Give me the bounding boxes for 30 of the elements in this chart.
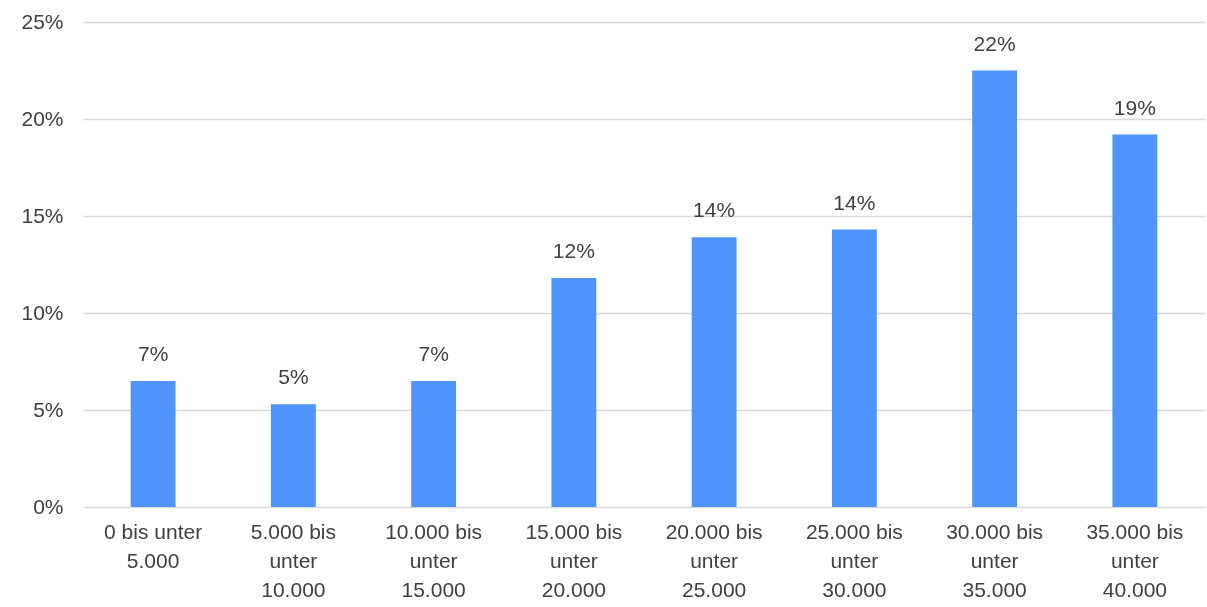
x-tick-label: 0 bis unter 5.000 xyxy=(104,519,203,572)
bar xyxy=(1112,134,1158,507)
data-label: 14% xyxy=(693,198,736,222)
data-label: 5% xyxy=(278,365,309,389)
x-tick-label: 25.000 bis unter 30.000 xyxy=(805,519,903,601)
x-tick-label: 15.000 bis unter 20.000 xyxy=(525,519,623,601)
x-tick-label: 5.000 bis unter 10.000 xyxy=(250,519,336,601)
y-tick-label: 15% xyxy=(21,203,64,227)
bar xyxy=(551,278,597,507)
bar xyxy=(270,404,316,507)
data-label: 7% xyxy=(418,341,449,365)
bar xyxy=(831,229,877,507)
bar xyxy=(130,380,176,507)
data-label: 7% xyxy=(137,341,169,365)
y-tick-label: 10% xyxy=(21,300,64,324)
bar xyxy=(411,380,457,507)
y-tick-label: 5% xyxy=(33,397,64,421)
y-tick-label: 20% xyxy=(21,106,64,130)
y-tick-label: 0% xyxy=(33,494,64,518)
bar xyxy=(691,237,737,507)
x-tick-label: 20.000 bis unter 25.000 xyxy=(665,519,763,601)
y-tick-label: 25% xyxy=(21,9,64,33)
data-label: 19% xyxy=(1113,95,1156,119)
data-label: 14% xyxy=(833,190,876,214)
data-label: 22% xyxy=(973,31,1016,55)
x-tick-label: 30.000 bis unter 35.000 xyxy=(946,519,1044,601)
x-tick-label: 10.000 bis unter 15.000 xyxy=(385,519,483,601)
x-tick-label: 35.000 bis unter 40.000 xyxy=(1086,519,1184,601)
bar xyxy=(972,70,1018,507)
data-label: 12% xyxy=(552,239,595,263)
